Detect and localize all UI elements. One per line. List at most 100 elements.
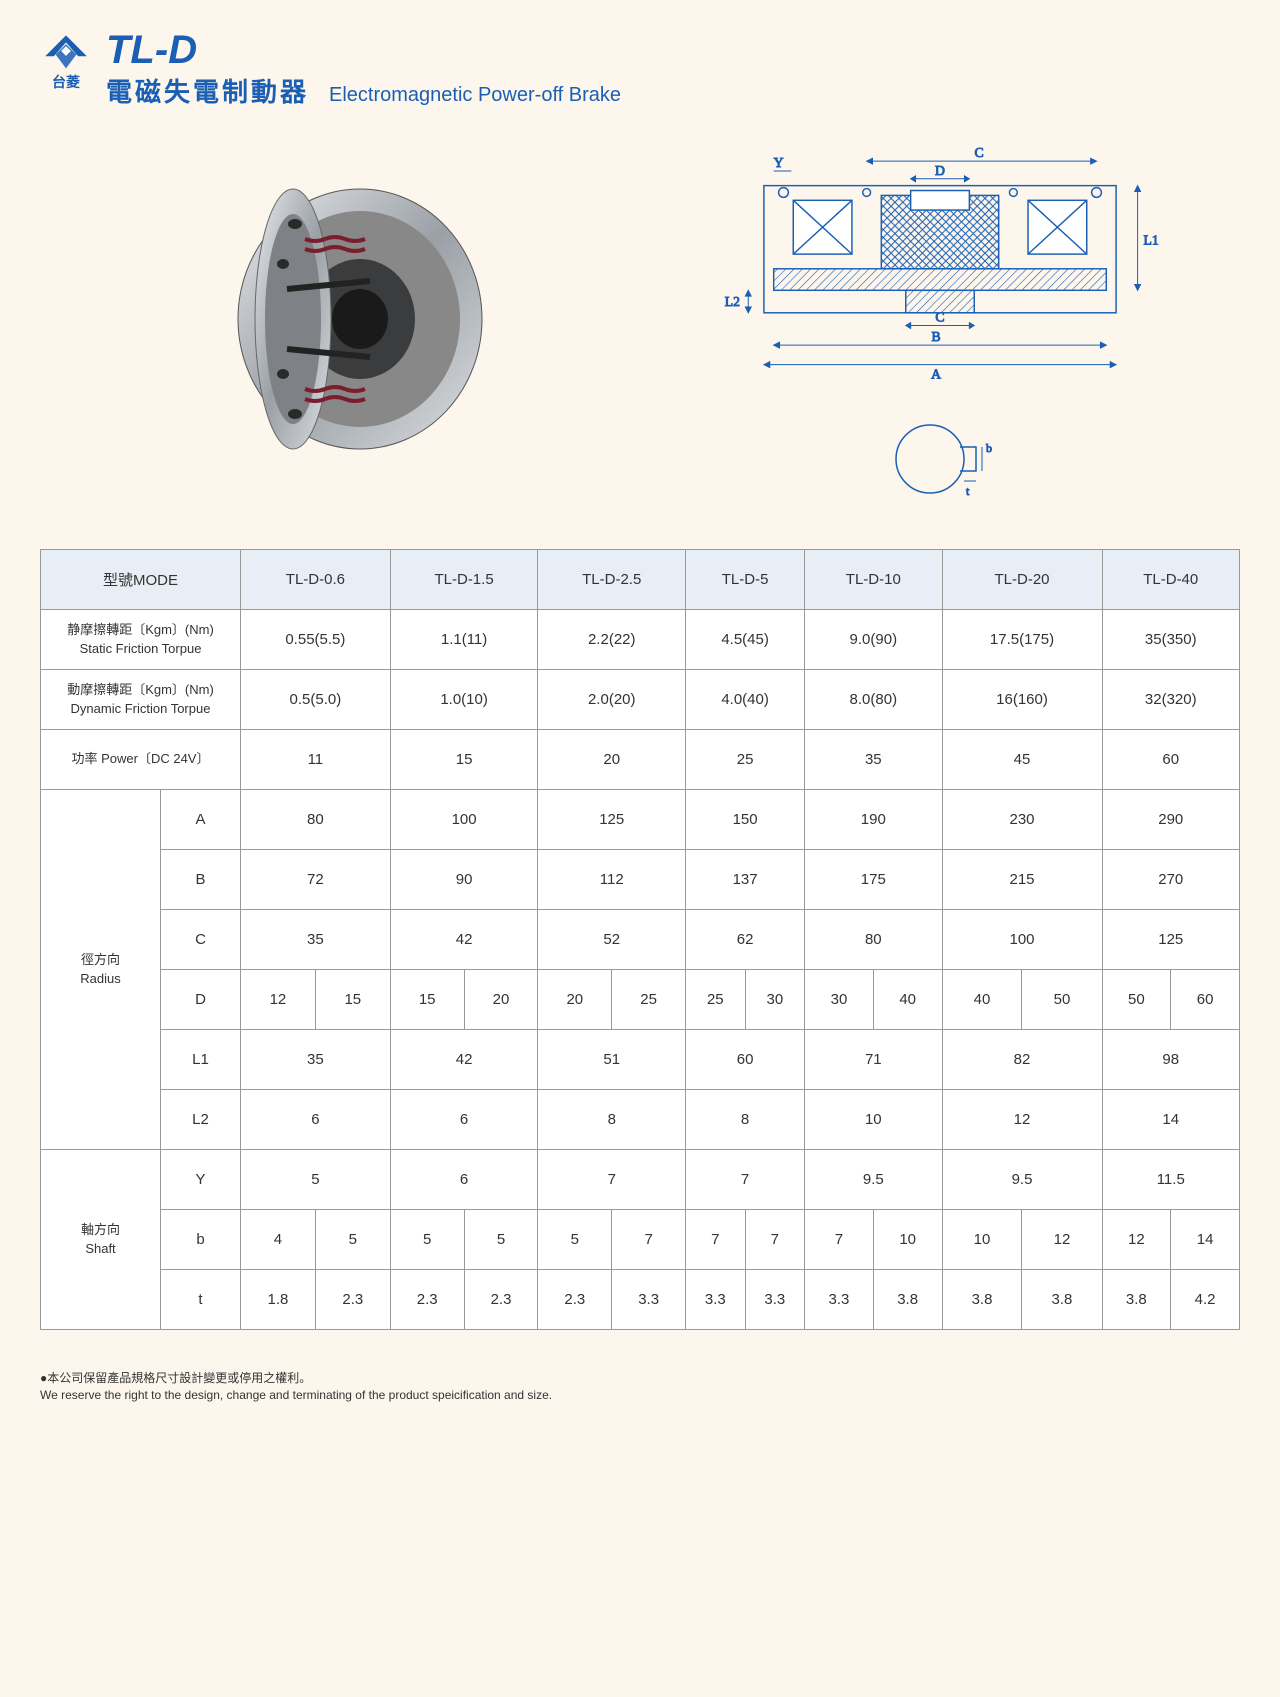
spec-value: 0.55(5.5): [241, 610, 391, 670]
dim-value: 137: [686, 850, 805, 910]
dim-value: 10: [873, 1210, 942, 1270]
dim-value: 215: [942, 850, 1102, 910]
dim-value: 25: [686, 970, 745, 1030]
dim-value: 60: [1171, 970, 1240, 1030]
spec-value: 1.0(10): [390, 670, 538, 730]
svg-text:b: b: [986, 441, 992, 455]
dim-value: 8: [686, 1090, 805, 1150]
spec-label: 功率 Power〔DC 24V〕: [41, 730, 241, 790]
dim-value: 11.5: [1102, 1150, 1240, 1210]
dim-key: C: [161, 910, 241, 970]
dim-value: 175: [805, 850, 942, 910]
dim-value: 12: [1022, 1210, 1102, 1270]
dim-value: 5: [464, 1210, 538, 1270]
dim-value: 50: [1022, 970, 1102, 1030]
dim-value: 150: [686, 790, 805, 850]
spec-table: 型號MODETL-D-0.6TL-D-1.5TL-D-2.5TL-D-5TL-D…: [40, 549, 1240, 1330]
spec-value: 2.0(20): [538, 670, 686, 730]
dim-value: 80: [805, 910, 942, 970]
figures-row: A B C D C Y: [40, 129, 1240, 509]
dim-value: 230: [942, 790, 1102, 850]
dim-key: Y: [161, 1150, 241, 1210]
logo-subtext: 台菱: [52, 72, 80, 92]
spec-value: 8.0(80): [805, 670, 942, 730]
dim-value: 71: [805, 1030, 942, 1090]
dim-value: 112: [538, 850, 686, 910]
dim-value: 25: [612, 970, 686, 1030]
dim-value: 5: [390, 1210, 464, 1270]
dim-value: 42: [390, 910, 538, 970]
spec-value: 20: [538, 730, 686, 790]
dim-value: 7: [538, 1150, 686, 1210]
dim-value: 7: [686, 1150, 805, 1210]
svg-text:Y: Y: [774, 155, 784, 170]
logo: 台菱: [40, 30, 92, 92]
page-header: 台菱 TL-D 電磁失電制動器 Electromagnetic Power-of…: [40, 30, 1240, 109]
product-photo: [40, 169, 640, 469]
spec-value: 4.5(45): [686, 610, 805, 670]
keyway-detail-icon: b t: [880, 409, 1000, 509]
dim-value: 82: [942, 1030, 1102, 1090]
dim-value: 35: [241, 1030, 391, 1090]
spec-value: 60: [1102, 730, 1240, 790]
dim-value: 3.3: [805, 1270, 874, 1330]
dim-value: 3.8: [942, 1270, 1022, 1330]
spec-value: 0.5(5.0): [241, 670, 391, 730]
footer-en: We reserve the right to the design, chan…: [40, 1387, 1240, 1404]
dim-value: 2.3: [390, 1270, 464, 1330]
mode-header: 型號MODE: [41, 550, 241, 610]
dim-value: 9.5: [805, 1150, 942, 1210]
svg-text:C: C: [935, 310, 944, 325]
spec-value: 35: [805, 730, 942, 790]
dim-value: 5: [315, 1210, 390, 1270]
dim-value: 125: [1102, 910, 1240, 970]
brand-logo-icon: [40, 30, 92, 72]
dim-value: 290: [1102, 790, 1240, 850]
dim-value: 3.3: [612, 1270, 686, 1330]
svg-text:C: C: [975, 145, 984, 160]
spec-label: 動摩擦轉距〔Kgm〕(Nm)Dynamic Friction Torpue: [41, 670, 241, 730]
dim-value: 60: [686, 1030, 805, 1090]
dim-value: 9.5: [942, 1150, 1102, 1210]
spec-value: 4.0(40): [686, 670, 805, 730]
dim-value: 2.3: [464, 1270, 538, 1330]
svg-text:L2: L2: [725, 294, 740, 309]
dim-value: 10: [805, 1090, 942, 1150]
dim-value: 3.8: [873, 1270, 942, 1330]
svg-text:B: B: [932, 329, 941, 344]
spec-value: 35(350): [1102, 610, 1240, 670]
dim-value: 12: [942, 1090, 1102, 1150]
dim-value: 40: [873, 970, 942, 1030]
dim-value: 4: [241, 1210, 316, 1270]
dim-value: 40: [942, 970, 1022, 1030]
spec-label: 静摩擦轉距〔Kgm〕(Nm)Static Friction Torpue: [41, 610, 241, 670]
dim-value: 100: [390, 790, 538, 850]
dim-value: 4.2: [1171, 1270, 1240, 1330]
dim-value: 30: [805, 970, 874, 1030]
dim-key: B: [161, 850, 241, 910]
dim-key: b: [161, 1210, 241, 1270]
dim-value: 7: [686, 1210, 745, 1270]
dim-value: 8: [538, 1090, 686, 1150]
dim-value: 6: [390, 1150, 538, 1210]
dim-value: 35: [241, 910, 391, 970]
dim-value: 100: [942, 910, 1102, 970]
footer-cn: ●本公司保留產品規格尺寸設計變更或停用之權利。: [40, 1370, 1240, 1387]
dim-value: 50: [1102, 970, 1171, 1030]
dim-value: 125: [538, 790, 686, 850]
dim-value: 98: [1102, 1030, 1240, 1090]
spec-value: 45: [942, 730, 1102, 790]
dim-key: L1: [161, 1030, 241, 1090]
spec-value: 9.0(90): [805, 610, 942, 670]
dim-value: 90: [390, 850, 538, 910]
svg-text:D: D: [935, 163, 945, 178]
dim-key: D: [161, 970, 241, 1030]
svg-text:A: A: [931, 366, 941, 381]
dim-value: 3.8: [1022, 1270, 1102, 1330]
dim-value: 62: [686, 910, 805, 970]
spec-value: 32(320): [1102, 670, 1240, 730]
product-title-cn: 電磁失電制動器: [106, 72, 309, 109]
title-block: TL-D 電磁失電制動器 Electromagnetic Power-off B…: [106, 30, 621, 109]
dim-value: 30: [745, 970, 805, 1030]
dim-value: 15: [315, 970, 390, 1030]
